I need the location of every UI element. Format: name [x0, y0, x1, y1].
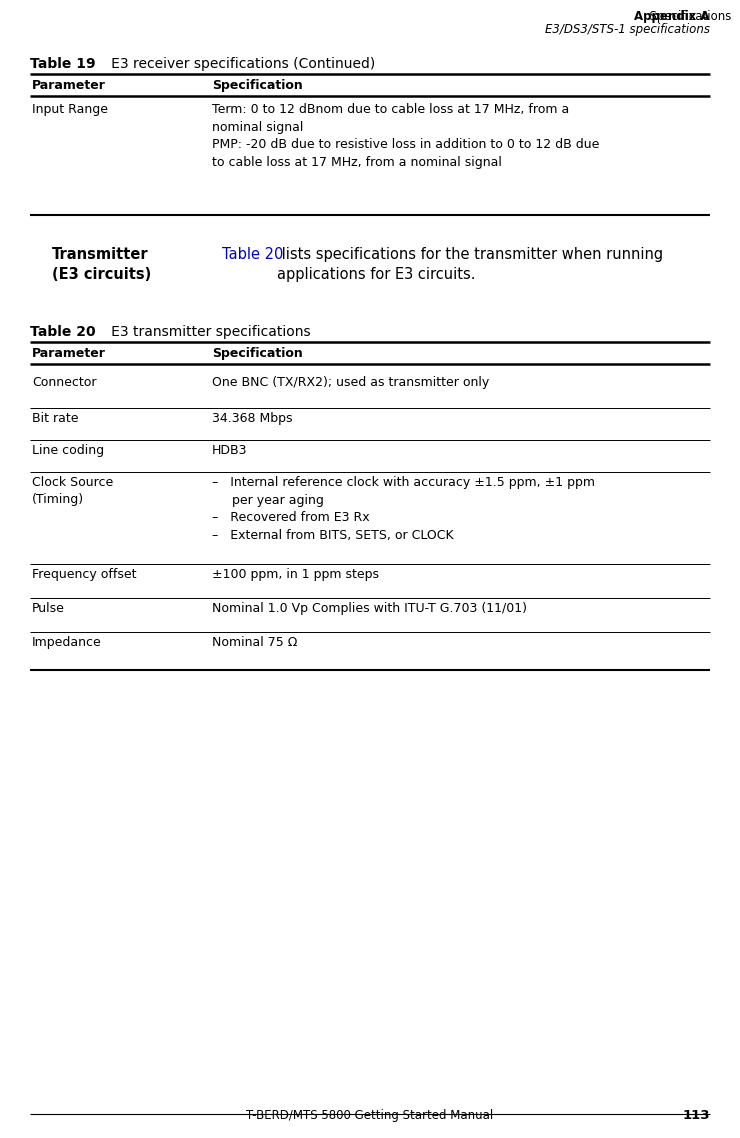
- Text: E3/DS3/STS-1 specifications: E3/DS3/STS-1 specifications: [545, 23, 710, 36]
- Text: T-BERD/MTS 5800 Getting Started Manual: T-BERD/MTS 5800 Getting Started Manual: [246, 1110, 494, 1122]
- Text: ±100 ppm, in 1 ppm steps: ±100 ppm, in 1 ppm steps: [212, 568, 379, 582]
- Text: Specification: Specification: [212, 347, 303, 360]
- Text: Parameter: Parameter: [32, 347, 106, 360]
- Text: Appendix A: Appendix A: [634, 10, 710, 23]
- Text: Table 19: Table 19: [30, 57, 95, 71]
- Text: Input Range: Input Range: [32, 104, 108, 116]
- Text: HDB3: HDB3: [212, 444, 247, 457]
- Text: Parameter: Parameter: [32, 79, 106, 92]
- Text: 34.368 Mbps: 34.368 Mbps: [212, 412, 292, 424]
- Text: Table 20: Table 20: [30, 325, 95, 339]
- Text: PMP: -20 dB due to resistive loss in addition to 0 to 12 dB due
to cable loss at: PMP: -20 dB due to resistive loss in add…: [212, 138, 599, 168]
- Text: E3 receiver specifications (Continued): E3 receiver specifications (Continued): [98, 57, 375, 71]
- Text: Specification: Specification: [212, 79, 303, 92]
- Text: One BNC (TX/RX2); used as transmitter only: One BNC (TX/RX2); used as transmitter on…: [212, 376, 489, 389]
- Text: Frequency offset: Frequency offset: [32, 568, 136, 582]
- Text: Transmitter
(E3 circuits): Transmitter (E3 circuits): [52, 247, 151, 282]
- Text: Pulse: Pulse: [32, 602, 65, 615]
- Text: Clock Source
(Timing): Clock Source (Timing): [32, 476, 113, 506]
- Text: Nominal 1.0 Vp Complies with ITU-T G.703 (11/01): Nominal 1.0 Vp Complies with ITU-T G.703…: [212, 602, 527, 615]
- Text: E3 transmitter specifications: E3 transmitter specifications: [98, 325, 311, 339]
- Text: –   Internal reference clock with accuracy ±1.5 ppm, ±1 ppm
     per year aging
: – Internal reference clock with accuracy…: [212, 476, 595, 542]
- Text: Nominal 75 Ω: Nominal 75 Ω: [212, 636, 297, 649]
- Text: Specifications: Specifications: [642, 10, 731, 23]
- Text: Connector: Connector: [32, 376, 96, 389]
- Text: lists specifications for the transmitter when running
applications for E3 circui: lists specifications for the transmitter…: [277, 247, 663, 282]
- Text: Term: 0 to 12 dBnom due to cable loss at 17 MHz, from a
nominal signal: Term: 0 to 12 dBnom due to cable loss at…: [212, 104, 569, 133]
- Text: Impedance: Impedance: [32, 636, 102, 649]
- Text: Bit rate: Bit rate: [32, 412, 78, 424]
- Text: 113: 113: [682, 1110, 710, 1122]
- Text: Line coding: Line coding: [32, 444, 104, 457]
- Text: Table 20: Table 20: [222, 247, 283, 262]
